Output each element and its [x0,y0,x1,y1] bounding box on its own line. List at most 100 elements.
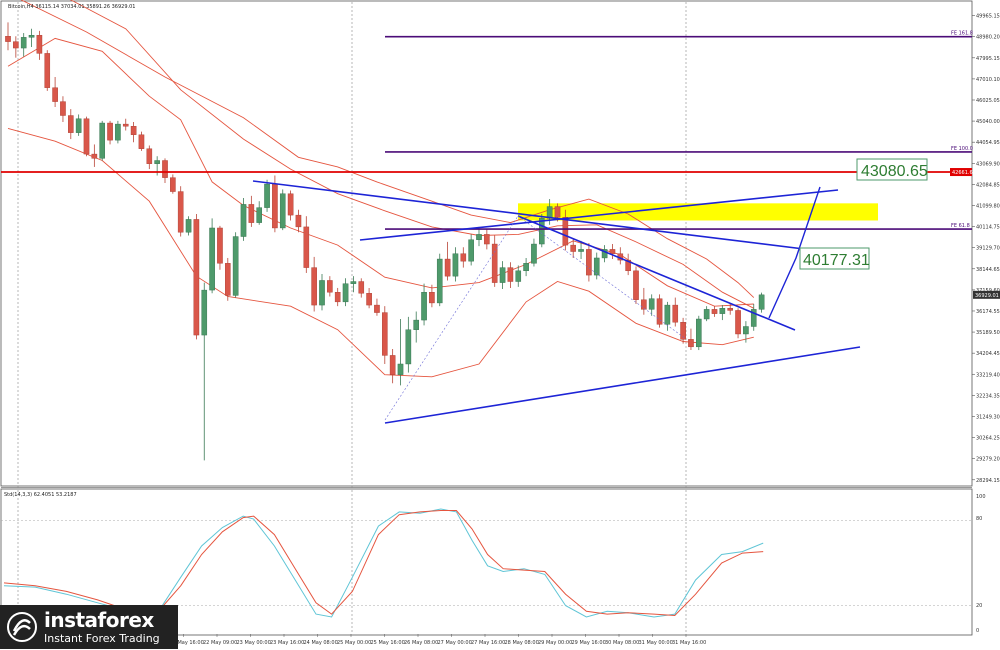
stochastic-tick-label: 100 [976,494,986,500]
price-tick-label: 49965.15 [976,14,1000,20]
candle-body [727,308,733,311]
price-tick-label: 34204.45 [976,351,1000,357]
candle-body [405,329,412,365]
candle-body [138,134,145,149]
candle-body [303,226,310,268]
candle-body [696,318,702,348]
candle-body [680,322,686,340]
time-label: 27 May 16:00 [471,640,505,646]
candle-body [170,177,176,192]
candle-body [484,234,490,245]
candle-body [162,160,168,178]
indicator-label: Std(14,3,3) 62.4051 53.2187 [4,492,77,498]
candle-body [374,304,380,313]
stochastic-tick-label: 80 [976,516,982,522]
candle-body [248,204,255,223]
candle-body [656,298,663,325]
candle-body [83,118,90,155]
descending-trendline [517,215,796,331]
candle-body [60,101,66,116]
level-price-label: 42661.61 [952,170,976,176]
candle-body [342,283,349,303]
candle-body [366,293,372,306]
price-tick-label: 43069.90 [976,161,1000,167]
price-tick-label: 42084.85 [976,182,1000,188]
candle-body [107,122,113,141]
target-zone [518,203,878,221]
candle-body [609,249,616,254]
candle-body [593,257,600,276]
candle-body [240,204,247,237]
candle-body [688,339,694,348]
candle-body [389,355,396,375]
candle-body [327,280,333,293]
candle-body [201,289,208,336]
time-label: 31 May 00:00 [639,640,673,646]
candle-body [735,310,741,335]
candle-body [531,243,537,264]
candle-body [743,326,749,335]
candle-body [224,263,231,296]
candle-body [209,227,215,291]
price-tick-label: 45040.00 [976,119,1000,125]
time-label: 28 May 08:00 [505,640,539,646]
logo-brand: instaforex [44,608,154,632]
time-label: 21 May 16:00 [170,640,204,646]
candle-body [36,34,43,54]
candle-body [460,253,467,262]
price-tick-label: 33219.40 [976,372,1000,378]
ma_outer_upper-line [20,0,755,298]
candle-body [13,41,19,49]
candle-body [413,319,420,330]
time-label: 27 May 00:00 [438,640,472,646]
candle-body [601,249,608,259]
descending-resistance-line [252,180,821,252]
candle-body [523,263,529,272]
price-tick-label: 36174.55 [976,309,1000,315]
price-tick-label: 47995.15 [976,56,1000,62]
candle-body [507,267,514,282]
candle-body [177,191,184,233]
price-tick-label: 47010.10 [976,77,1000,83]
candle-body [397,363,404,375]
candle-body [641,299,647,310]
candle-body [154,160,160,164]
candle-body [67,115,74,133]
candle-body [758,294,765,310]
candle-body [664,304,671,325]
candle-body [554,206,561,218]
target-price-1: 43080.65 [861,163,928,180]
candle-body [264,183,270,208]
time-label: 31 May 16:00 [672,640,706,646]
candle-body [578,249,584,252]
candle-body [193,219,200,336]
candle-body [75,118,82,133]
candle-body [562,217,569,246]
candle-body [232,236,239,296]
candle-body [91,153,98,159]
stochastic-tick-label: 0 [976,628,979,634]
price-tick-label: 48980.20 [976,35,1000,41]
time-label: 25 May 16:00 [371,640,405,646]
candle-body [287,193,294,216]
candle-body [750,309,757,327]
candle-body [350,281,357,284]
symbol-label: Bitcoin,H4 36115.14 37034.01 35891.26 36… [8,4,135,10]
price-tick-label: 39129.70 [976,246,1000,252]
time-label: 26 May 08:00 [404,640,438,646]
candle-body [295,214,302,228]
candle-body [421,292,427,321]
fibonacci-level-label: FE 61.8 [951,223,970,229]
candle-body [429,292,435,304]
candle-body [279,193,286,229]
candle-body [515,270,522,282]
candle-body [115,123,121,141]
main-panel [0,0,973,487]
candle-body [334,292,341,303]
candle-body [648,298,655,310]
candle-body [633,270,639,300]
candle-body [217,227,223,264]
price-tick-label: 44054.95 [976,140,1000,146]
candle-body [44,53,51,88]
fibonacci-level-label: FE 161.8 [951,31,973,37]
